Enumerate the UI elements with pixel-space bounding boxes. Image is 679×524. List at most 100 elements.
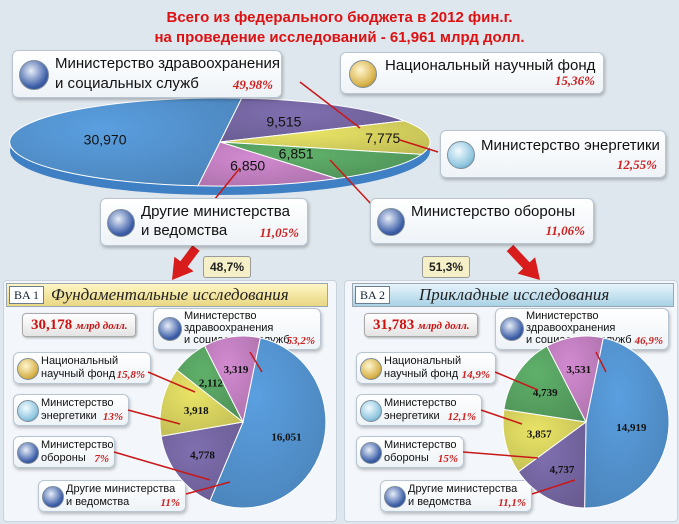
card-top-other-pct: 11,05% bbox=[259, 225, 299, 240]
right-nsf-label-1: Национальный bbox=[384, 355, 462, 367]
ba2-code: BA 2 bbox=[355, 286, 391, 304]
right-total: 31,783 млрд долл. bbox=[364, 313, 479, 337]
left-dod-label-2: обороны bbox=[41, 452, 86, 464]
left-card-nsf: Национальный научный фонд 15,8% bbox=[13, 352, 151, 384]
left-hhs-label-1: Министерство bbox=[184, 310, 257, 322]
ba1-title: Фундаментальные исследования bbox=[51, 285, 289, 304]
left-card-hhs: Министерство здравоохранения и социальны… bbox=[153, 308, 321, 350]
card-top-doe-label: Министерство энергетики bbox=[481, 137, 660, 154]
right-hhs-label-3: и социальных служб bbox=[526, 334, 632, 346]
top-value-label-hhs: 30,970 bbox=[84, 131, 127, 147]
dod-seal-icon bbox=[377, 208, 405, 236]
right-hhs-label-1: Министерство bbox=[526, 310, 599, 322]
split-left-badge: 48,7% bbox=[203, 256, 252, 278]
right-card-doe: Министерство энергетики 12,1% bbox=[356, 394, 482, 426]
leader-top-dod bbox=[329, 159, 373, 206]
chart-title: Всего из федерального бюджета в 2012 фин… bbox=[0, 8, 679, 48]
top-slice-hhs bbox=[9, 97, 243, 187]
left-hhs-label-3: и социальных служб bbox=[184, 334, 290, 346]
left-card-doe: Министерство энергетики 13% bbox=[13, 394, 129, 426]
right-other-label-2: и ведомства bbox=[408, 496, 472, 508]
arrow-down-right-icon bbox=[506, 244, 540, 280]
right-other-seal-icon bbox=[384, 486, 406, 508]
card-top-doe: Министерство энергетики 12,55% bbox=[440, 130, 666, 178]
card-top-nsf-pct: 15,36% bbox=[554, 73, 595, 88]
top-value-label-dod: 6,851 bbox=[279, 146, 314, 162]
right-hhs-label-2: здравоохранения bbox=[526, 322, 616, 334]
left-hhs-pct: 53,2% bbox=[286, 335, 315, 347]
card-top-hhs-pct: 49,98% bbox=[232, 77, 273, 92]
card-top-dod-pct: 11,06% bbox=[545, 223, 585, 238]
right-doe-pct: 12,1% bbox=[447, 411, 476, 423]
left-card-other: Другие министерства и ведомства 11% bbox=[38, 480, 186, 512]
right-card-hhs: Министерство здравоохранения и социальны… bbox=[495, 308, 669, 350]
left-nsf-pct: 15,8% bbox=[116, 369, 145, 381]
split-right-badge: 51,3% bbox=[422, 256, 471, 278]
ba1-code: BA 1 bbox=[9, 286, 45, 304]
right-doe-label-2: энергетики bbox=[384, 410, 440, 422]
right-dod-seal-icon bbox=[360, 442, 382, 464]
nsf-seal-icon bbox=[349, 60, 377, 88]
doe-seal-icon bbox=[447, 141, 475, 169]
card-top-hhs-label-2: и социальных служб bbox=[55, 75, 199, 92]
banner-applied-research: BA 2 Прикладные исследования bbox=[352, 283, 674, 307]
card-top-doe-pct: 12,55% bbox=[616, 157, 657, 172]
left-nsf-label-1: Национальный bbox=[41, 355, 119, 367]
title-line-1: Всего из федерального бюджета в 2012 фин… bbox=[166, 9, 513, 26]
right-doe-label-1: Министерство bbox=[384, 397, 457, 409]
left-total-unit: млрд долл. bbox=[76, 320, 128, 332]
left-doe-label-2: энергетики bbox=[41, 410, 97, 422]
right-doe-seal-icon bbox=[360, 400, 382, 422]
left-total-value: 30,178 bbox=[31, 317, 73, 333]
left-total: 30,178 млрд долл. bbox=[22, 313, 137, 337]
right-total-unit: млрд долл. bbox=[418, 320, 470, 332]
left-other-seal-icon bbox=[42, 486, 64, 508]
left-dod-pct: 7% bbox=[94, 453, 109, 465]
left-other-label-1: Другие министерства bbox=[66, 483, 176, 495]
card-top-other-label-2: и ведомства bbox=[141, 222, 228, 239]
top-slice-doe bbox=[219, 120, 431, 155]
right-nsf-seal-icon bbox=[360, 358, 382, 380]
card-top-nsf-label: Национальный научный фонд bbox=[385, 57, 596, 74]
right-other-label-1: Другие министерства bbox=[408, 483, 518, 495]
card-top-other: Другие министерства и ведомства 11,05% bbox=[100, 198, 308, 246]
left-hhs-label-2: здравоохранения bbox=[184, 322, 274, 334]
right-card-dod: Министерство обороны 15% bbox=[356, 436, 464, 468]
left-nsf-seal-icon bbox=[17, 358, 39, 380]
right-dod-pct: 15% bbox=[437, 453, 458, 465]
left-other-label-2: и ведомства bbox=[66, 496, 130, 508]
top-value-label-other: 6,850 bbox=[230, 157, 265, 173]
top-slice-nsf bbox=[219, 97, 405, 143]
left-card-dod: Министерство обороны 7% bbox=[13, 436, 115, 468]
banner-basic-research: BA 1 Фундаментальные исследования bbox=[6, 283, 328, 307]
right-card-nsf: Национальный научный фонд 14,9% bbox=[356, 352, 496, 384]
leader-top-doe bbox=[399, 139, 439, 153]
right-dod-label-2: обороны bbox=[384, 452, 429, 464]
left-dod-label-1: Министерство bbox=[41, 439, 114, 451]
left-hhs-seal-icon bbox=[158, 317, 182, 341]
arrow-down-left-icon bbox=[172, 245, 200, 280]
ba2-title: Прикладные исследования bbox=[419, 285, 610, 304]
left-other-pct: 11% bbox=[160, 497, 180, 509]
right-hhs-pct: 46,9% bbox=[634, 335, 663, 347]
left-doe-pct: 13% bbox=[102, 411, 123, 423]
title-line-2: на проведение исследований - 61,961 млрд… bbox=[154, 29, 525, 46]
right-total-value: 31,783 bbox=[373, 317, 415, 333]
right-nsf-label-2: научный фонд bbox=[384, 368, 459, 380]
right-card-other: Другие министерства и ведомства 11,1% bbox=[380, 480, 532, 512]
card-top-dod: Министерство обороны 11,06% bbox=[370, 198, 594, 244]
card-top-dod-label: Министерство обороны bbox=[411, 203, 576, 220]
right-other-pct: 11,1% bbox=[498, 497, 526, 509]
right-dod-label-1: Министерство bbox=[384, 439, 457, 451]
hhs-seal-icon bbox=[19, 60, 49, 90]
left-dod-seal-icon bbox=[17, 442, 39, 464]
card-top-nsf: Национальный научный фонд 15,36% bbox=[340, 52, 604, 94]
right-hhs-seal-icon bbox=[500, 317, 524, 341]
left-doe-label-1: Министерство bbox=[41, 397, 114, 409]
left-nsf-label-2: научный фонд bbox=[41, 368, 116, 380]
card-top-other-label-1: Другие министерства bbox=[141, 203, 290, 220]
left-doe-seal-icon bbox=[17, 400, 39, 422]
other-seal-icon bbox=[107, 209, 135, 237]
card-top-hhs: Министерство здравоохранения и социальны… bbox=[12, 50, 282, 98]
